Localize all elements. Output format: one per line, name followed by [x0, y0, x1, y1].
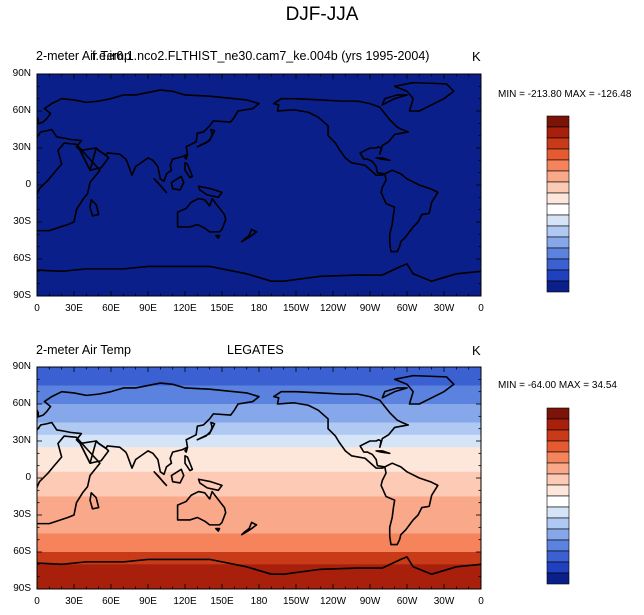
- panel2-lat-label: 30S: [13, 509, 31, 520]
- panel2-lon-label: 30W: [433, 596, 455, 607]
- colorbar-swatch: [546, 572, 570, 585]
- panel1-lat-label: 30N: [12, 142, 31, 153]
- panel2-lat-label: 0: [25, 472, 31, 483]
- panel1-map: [36, 73, 482, 297]
- panel1-colorbar: [546, 115, 570, 293]
- panel2-colorbar: [546, 407, 570, 585]
- colorbar-swatch: [546, 539, 570, 552]
- panel2-band-6: [37, 459, 481, 473]
- colorbar-swatch: [546, 225, 570, 238]
- colorbar-swatch: [546, 451, 570, 464]
- colorbar-swatch: [546, 506, 570, 519]
- panel2-band-7: [37, 471, 481, 497]
- panel1-left-title: 2-meter Air Temp: [36, 49, 131, 63]
- colorbar-swatch: [546, 137, 570, 150]
- panel2-lon-label: 0: [478, 596, 484, 607]
- figure-title: DJF-JJA: [285, 4, 359, 25]
- panel2-band-10: [37, 533, 481, 553]
- panel2-lon-label: 90E: [139, 596, 157, 607]
- panel1-lon-label: 90W: [359, 303, 381, 314]
- panel2-field: [37, 367, 481, 589]
- panel2-map: [36, 366, 482, 590]
- colorbar-swatch: [546, 181, 570, 194]
- panel1-lat-label: 60S: [13, 253, 31, 264]
- colorbar-swatch: [546, 517, 570, 530]
- panel2-band-8: [37, 496, 481, 516]
- colorbar-swatch: [546, 440, 570, 453]
- colorbar-swatch: [546, 280, 570, 293]
- panel2-band-1: [37, 385, 481, 405]
- colorbar-swatch: [546, 170, 570, 183]
- panel1-lat-label: 0: [25, 179, 31, 190]
- panel1-center-title: f.e.ir6.1.nco2.FLTHIST_ne30.cam7_ke.004b…: [92, 49, 430, 63]
- colorbar-swatch: [546, 192, 570, 205]
- panel1-lat-label: 90N: [12, 68, 31, 79]
- panel1-lon-label: 120W: [319, 303, 347, 314]
- panel2-band-9: [37, 515, 481, 534]
- panel2-lon-label: 0: [34, 596, 40, 607]
- panel2-lon-label: 60W: [396, 596, 418, 607]
- panel2-band-4: [37, 434, 481, 448]
- colorbar-swatch: [546, 258, 570, 271]
- panel1-lon-label: 60W: [396, 303, 418, 314]
- panel2-lat-label: 60N: [12, 398, 31, 409]
- panel1-lon-label: 90E: [139, 303, 157, 314]
- panel2-lon-label: 150W: [282, 596, 310, 607]
- panel2-band-2: [37, 404, 481, 423]
- panel2-lon-label: 60E: [102, 596, 120, 607]
- panel1-lon-label: 30E: [65, 303, 83, 314]
- panel1-lon-label: 60E: [102, 303, 120, 314]
- colorbar-swatch: [546, 236, 570, 249]
- colorbar-swatch: [546, 115, 570, 128]
- panel2-band-11: [37, 552, 481, 565]
- panel2-band-3: [37, 422, 481, 436]
- panel2-lon-label: 180: [250, 596, 268, 607]
- colorbar-swatch: [546, 407, 570, 420]
- colorbar-swatch: [546, 429, 570, 442]
- panel2-lon-label: 120E: [173, 596, 197, 607]
- panel1-lon-label: 150E: [210, 303, 234, 314]
- colorbar-swatch: [546, 214, 570, 227]
- panel1-lat-label: 90S: [13, 290, 31, 301]
- panel1-field: [37, 74, 481, 296]
- panel1-lon-label: 120E: [173, 303, 197, 314]
- colorbar-swatch: [546, 550, 570, 563]
- panel2-lat-label: 60S: [13, 546, 31, 557]
- panel2-lon-label: 120W: [319, 596, 347, 607]
- panel2-lat-label: 90N: [12, 361, 31, 372]
- panel2-lat-label: 30N: [12, 435, 31, 446]
- panel1-lat-label: 30S: [13, 216, 31, 227]
- panel1-lon-label: 180: [250, 303, 268, 314]
- colorbar-swatch: [546, 418, 570, 431]
- panel1-lon-label: 0: [34, 303, 40, 314]
- panel1-lat-label: 60N: [12, 105, 31, 116]
- panel1-lon-label: 0: [478, 303, 484, 314]
- panel2-lon-label: 30E: [65, 596, 83, 607]
- panel2-units: K: [472, 343, 481, 358]
- colorbar-swatch: [546, 495, 570, 508]
- panel1-units: K: [472, 49, 481, 64]
- panel1-lon-label: 150W: [282, 303, 310, 314]
- panel2-lon-label: 150E: [210, 596, 234, 607]
- colorbar-swatch: [546, 247, 570, 260]
- panel2-minmax: MIN = -64.00 MAX = 34.54: [498, 380, 617, 391]
- panel2-lon-label: 90W: [359, 596, 381, 607]
- panel1-lon-label: 30W: [433, 303, 455, 314]
- colorbar-swatch: [546, 473, 570, 486]
- colorbar-swatch: [546, 561, 570, 574]
- colorbar-swatch: [546, 126, 570, 139]
- colorbar-swatch: [546, 203, 570, 216]
- colorbar-swatch: [546, 528, 570, 541]
- panel2-center-title: LEGATES: [227, 343, 284, 357]
- colorbar-swatch: [546, 462, 570, 475]
- panel2-lat-label: 90S: [13, 583, 31, 594]
- panel2-left-title: 2-meter Air Temp: [36, 343, 131, 357]
- panel1-minmax: MIN = -213.80 MAX = -126.48: [498, 89, 632, 100]
- colorbar-swatch: [546, 159, 570, 172]
- colorbar-swatch: [546, 484, 570, 497]
- colorbar-swatch: [546, 148, 570, 161]
- colorbar-swatch: [546, 269, 570, 282]
